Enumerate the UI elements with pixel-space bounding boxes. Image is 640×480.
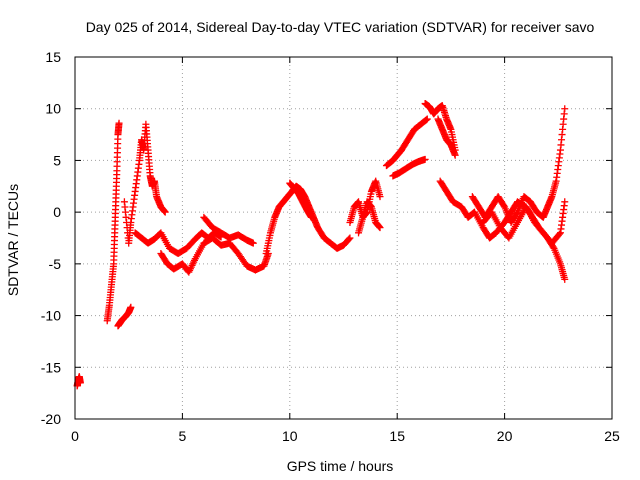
series-arc-e	[131, 229, 225, 258]
y-tick-label: -5	[49, 256, 62, 272]
data-point	[376, 193, 384, 201]
y-tick-label: 10	[45, 101, 61, 117]
x-tick-label: 0	[71, 428, 79, 444]
data-point	[451, 151, 459, 159]
data-point	[555, 230, 563, 238]
grid-lines	[75, 57, 612, 419]
x-axis-label: GPS time / hours	[287, 458, 394, 474]
series-arc-o	[434, 115, 459, 159]
data-point	[127, 303, 135, 311]
data-points	[73, 100, 569, 390]
data-point	[190, 258, 198, 266]
series-arc-k	[355, 198, 384, 237]
data-point	[249, 239, 257, 247]
data-point	[307, 213, 315, 221]
data-point	[500, 202, 508, 210]
chart-title: Day 025 of 2014, Sidereal Day-to-day VTE…	[86, 19, 595, 35]
series-arc-h	[262, 182, 354, 258]
data-point	[185, 268, 193, 276]
x-tick-label: 25	[604, 428, 620, 444]
data-point	[376, 224, 384, 232]
series-arc-a	[73, 373, 84, 390]
series-arc-b	[103, 119, 123, 325]
data-point	[115, 119, 123, 127]
x-tick-label: 10	[282, 428, 298, 444]
tick-labels: 0 5 10 15 20 25 -20 -15 -10 -5 0 5 10 15	[41, 49, 620, 444]
x-tick-label: 5	[179, 428, 187, 444]
data-point	[423, 115, 431, 123]
y-axis-label: SDTVAR / TECUs	[5, 184, 21, 296]
data-point	[186, 265, 194, 273]
x-tick-label: 15	[389, 428, 405, 444]
data-point	[188, 261, 196, 269]
data-point	[561, 198, 569, 206]
y-tick-label: 15	[45, 49, 61, 65]
series-arc-f	[157, 234, 272, 276]
series-arc-d	[120, 120, 169, 247]
data-point	[76, 379, 84, 387]
series-arc-m	[389, 155, 429, 180]
series-arc-i	[286, 179, 315, 221]
y-tick-label: 0	[53, 204, 61, 220]
data-point	[189, 260, 197, 268]
y-tick-label: -20	[41, 411, 61, 427]
series-arc-g	[200, 213, 257, 247]
series-arc-c	[114, 303, 135, 330]
data-point	[561, 105, 569, 113]
plot-frame	[74, 56, 613, 420]
y-tick-label: 5	[53, 152, 61, 168]
data-point	[513, 209, 521, 217]
data-point	[561, 275, 569, 283]
series-arc-r	[479, 198, 569, 247]
series-arc-q	[468, 105, 569, 226]
data-point	[186, 266, 194, 274]
data-point	[346, 234, 354, 242]
data-point	[345, 235, 353, 243]
data-point	[421, 155, 429, 163]
series-arc-l	[382, 115, 431, 170]
y-tick-label: -10	[41, 308, 61, 324]
data-point	[190, 256, 198, 264]
data-point	[161, 208, 169, 216]
y-tick-label: -15	[41, 359, 61, 375]
x-tick-label: 20	[497, 428, 513, 444]
data-point	[187, 263, 195, 271]
